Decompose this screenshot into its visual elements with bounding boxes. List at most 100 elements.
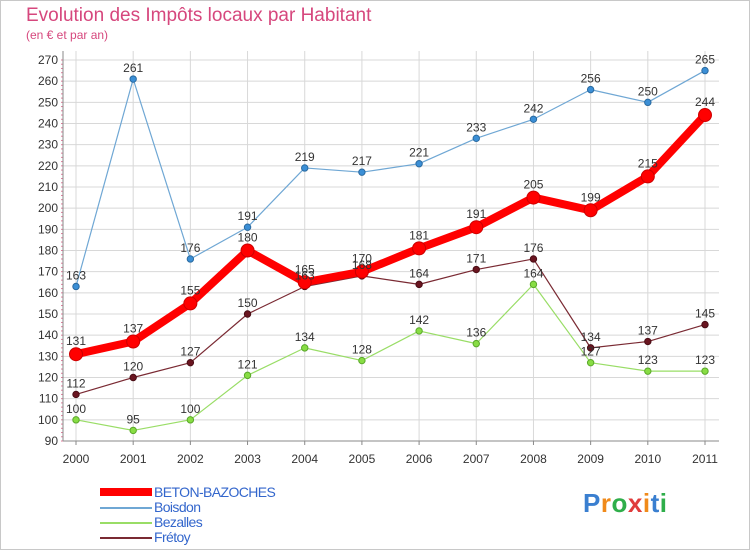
data-label: 168 (352, 258, 372, 272)
data-label: 163 (295, 268, 315, 282)
data-point (72, 390, 80, 399)
data-point (183, 296, 198, 311)
x-tick-label: 2003 (234, 452, 261, 466)
x-tick-label: 2011 (692, 452, 718, 466)
data-label: 244 (695, 95, 715, 109)
data-point (72, 416, 80, 424)
data-point (529, 255, 538, 263)
data-point (129, 426, 137, 435)
x-tick-label: 2008 (520, 452, 547, 466)
y-tick-label: 150 (38, 307, 58, 321)
data-label: 127 (180, 345, 200, 359)
data-label: 170 (352, 252, 372, 266)
logo-letter: t (650, 488, 660, 518)
data-point (698, 108, 712, 123)
data-point (469, 220, 484, 235)
data-label: 199 (581, 190, 601, 204)
y-tick-label: 200 (38, 201, 58, 215)
plot-area (63, 51, 719, 441)
data-label: 131 (66, 334, 86, 348)
data-label: 137 (123, 322, 143, 336)
logo-letter: i (642, 488, 651, 518)
logo-letter: x (627, 488, 643, 518)
data-label: 150 (238, 296, 258, 310)
data-point (243, 371, 252, 380)
data-point (358, 168, 366, 176)
data-label: 219 (295, 150, 315, 164)
data-label: 123 (638, 353, 658, 367)
y-tick-label: 110 (39, 392, 58, 406)
y-tick-label: 260 (38, 74, 58, 88)
data-point (412, 241, 427, 256)
data-label: 134 (295, 330, 315, 344)
x-tick-label: 2002 (177, 452, 204, 466)
data-point (240, 243, 255, 258)
legend-swatch (100, 522, 152, 524)
logo-letter: P (583, 488, 601, 518)
data-label: 256 (581, 72, 601, 86)
y-tick-label: 240 (38, 117, 58, 131)
data-label: 164 (523, 266, 543, 280)
data-label: 221 (409, 146, 429, 160)
data-label: 205 (523, 178, 543, 192)
legend-label: Frétoy (154, 529, 191, 545)
data-label: 155 (180, 283, 200, 297)
data-label: 136 (466, 326, 486, 340)
data-label: 233 (466, 120, 486, 134)
data-point (529, 115, 538, 123)
x-tick-label: 2001 (120, 452, 147, 466)
series-line-bezalles (75, 283, 706, 432)
y-tick-label: 270 (38, 53, 58, 67)
legend-label: Boisdon (154, 499, 201, 515)
x-tick-label: 2010 (634, 452, 661, 466)
logo-letter: o (611, 488, 628, 518)
data-point (583, 203, 598, 218)
data-point (701, 320, 709, 329)
data-point (243, 223, 252, 231)
y-tick-label: 90 (45, 434, 59, 448)
x-tick-label: 2009 (577, 452, 604, 466)
data-point (354, 264, 369, 279)
x-tick-label: 2007 (463, 452, 490, 466)
data-point (586, 85, 595, 94)
data-label: 165 (295, 262, 315, 276)
data-label: 176 (180, 241, 200, 255)
data-label: 180 (238, 231, 258, 245)
data-point (644, 98, 652, 107)
y-tick-label: 120 (38, 371, 58, 385)
x-tick-label: 2004 (291, 452, 318, 466)
data-point (415, 327, 423, 335)
data-label: 191 (238, 209, 258, 223)
data-point (186, 416, 195, 424)
legend-swatch (100, 537, 152, 539)
data-point (126, 334, 141, 349)
logo-letter: i (659, 488, 668, 518)
data-point (644, 337, 652, 346)
data-label: 128 (352, 343, 372, 357)
y-tick-label: 250 (38, 95, 58, 109)
data-point (586, 344, 595, 352)
data-label: 265 (695, 53, 715, 67)
data-label: 215 (638, 156, 658, 170)
data-point (301, 164, 309, 172)
data-label: 127 (581, 345, 601, 359)
data-point (297, 275, 312, 290)
data-label: 176 (523, 241, 543, 255)
y-tick-label: 170 (38, 265, 58, 279)
y-tick-label: 130 (38, 349, 58, 363)
data-point (644, 367, 652, 375)
data-label: 145 (695, 307, 715, 321)
legend-label: BETON-BAZOCHES (154, 484, 276, 500)
legend-label: Bezalles (154, 514, 203, 530)
data-label: 100 (180, 402, 200, 416)
x-tick-label: 2000 (63, 452, 90, 466)
data-label: 164 (409, 266, 429, 280)
data-label: 121 (238, 357, 258, 371)
x-tick-label: 2006 (406, 452, 433, 466)
data-label: 171 (466, 252, 486, 266)
y-tick-label: 100 (38, 413, 58, 427)
data-label: 261 (123, 61, 143, 75)
data-label: 137 (638, 324, 658, 338)
data-point (415, 160, 423, 168)
data-point (701, 367, 709, 375)
